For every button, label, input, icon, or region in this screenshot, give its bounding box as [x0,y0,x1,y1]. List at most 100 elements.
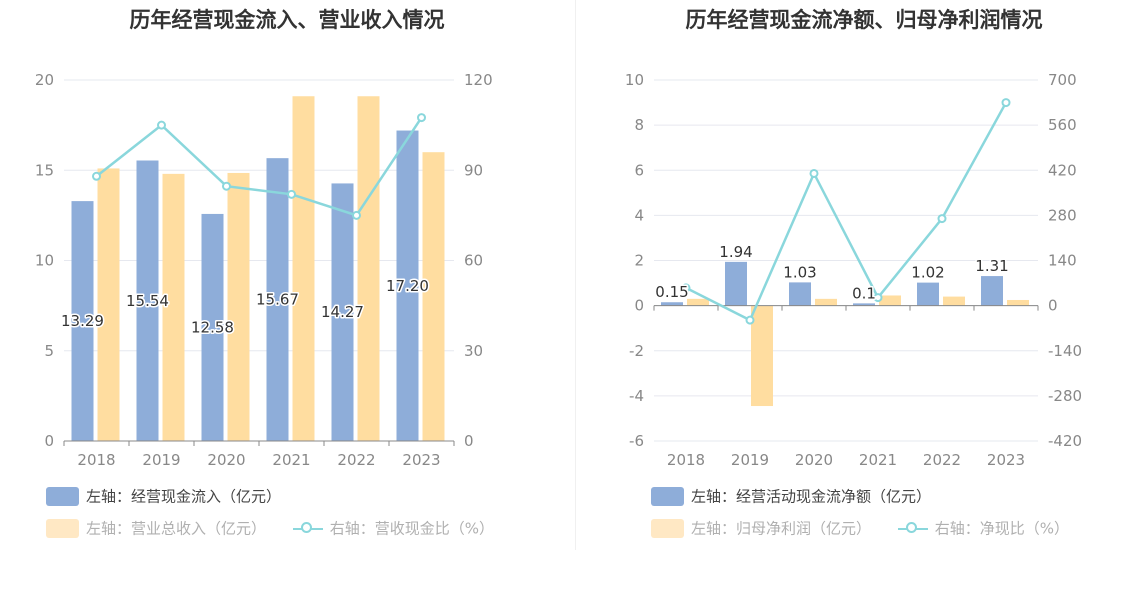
data-label: 1.03 [783,263,816,281]
bar-orange [687,298,709,306]
legend-label: 右轴：营收现金比（%） [329,519,495,538]
line-point [92,171,101,181]
data-label: 15.54 [126,292,169,310]
bar-blue [71,201,94,441]
legend-label: 右轴：净现比（%） [934,519,1070,538]
chart-panel-right: 历年经营现金流净额、归母净利润情况 -6 -4 -2 0 2 4 6 8 10 -420 -280-… [577,0,1148,550]
x-tick-label: 2020 [795,451,833,469]
line-point [1001,98,1011,108]
bar-blue [201,213,224,441]
x-tick-label: 2021 [272,451,310,469]
y-left-tick-label: -6 [629,432,644,450]
y-left-tick-label: 10 [35,252,54,270]
bar-blue [266,158,289,441]
line-point [937,214,947,224]
y-right-tick-label: 0 [1048,297,1058,315]
line-point [745,315,755,325]
x-tick-label: 2021 [859,451,897,469]
x-tick-label: 2023 [987,451,1025,469]
legend-label: 左轴：归母净利润（亿元） [691,519,872,538]
bar-orange [292,96,315,442]
legend-label: 左轴：营业总收入（亿元） [86,519,267,538]
panel-divider [575,0,576,550]
y-right-tick-label: 60 [464,252,483,270]
x-tick-label: 2023 [402,451,440,469]
line-point [352,210,361,220]
legend-item-net-profit[interactable]: 左轴：归母净利润（亿元） [651,518,871,539]
legend-item-net-cash-flow[interactable]: 左轴：经营活动现金流净额（亿元） [651,486,931,507]
bar-blue [661,302,683,306]
y-left-tick-label: 15 [35,161,54,179]
chart-title-right: 历年经营现金流净额、归母净利润情况 [685,8,1043,32]
chart-plot-right: -6 -4 -2 0 2 4 6 8 10 -420 -280 -140 0 140 280 420 560 70… [625,71,1082,469]
bar-orange [879,295,901,306]
bar-orange [422,152,445,441]
bar-orange [357,96,380,442]
bar-orange [227,172,250,441]
legend-swatch-orange [46,519,79,539]
y-left-tick-label: 6 [634,161,644,179]
data-label: 0.15 [655,283,688,301]
legend-label: 左轴：经营现金流入（亿元） [86,487,282,506]
bar-orange [943,296,965,306]
y-right-tick-label: 700 [1048,71,1077,89]
bar-blue [396,130,419,442]
legend-line-marker-icon [897,519,928,538]
y-right-tick-label: 560 [1048,116,1077,134]
legend-item-cash-inflow[interactable]: 左轴：经营现金流入（亿元） [46,486,281,507]
y-right-tick-label: -420 [1048,432,1082,450]
legend-line-marker-icon [292,519,323,538]
series-line [95,116,423,217]
data-label: 17.20 [386,277,429,295]
bar-orange [751,305,773,407]
x-tick-label: 2022 [337,451,375,469]
x-tick-label: 2019 [731,451,769,469]
y-right-tick-label: 0 [464,432,474,450]
y-right-tick-label: 30 [464,342,483,360]
legend-swatch-orange [651,519,684,539]
y-left-tick-label: -4 [629,387,644,405]
x-tick-label: 2019 [142,451,180,469]
y-right-tick-label: -280 [1048,387,1082,405]
line-point [157,120,166,130]
data-label: 0.1 [852,284,876,302]
legend-item-revenue[interactable]: 左轴：营业总收入（亿元） [46,518,266,539]
bar-blue [136,160,159,442]
line-point [873,293,883,303]
x-tick-label: 2022 [923,451,961,469]
bar-blue [725,261,747,306]
y-right-tick-label: 90 [464,161,483,179]
chart-title-left: 历年经营现金流入、营业收入情况 [129,8,445,32]
line-point [287,189,296,199]
y-left-tick-label: 20 [35,71,54,89]
data-label: 14.27 [321,303,364,321]
data-label: 1.94 [719,243,752,261]
series-line [685,101,1008,322]
data-label: 1.31 [975,257,1008,275]
y-right-tick-label: -140 [1048,342,1082,360]
x-tick-label: 2020 [207,451,245,469]
y-left-tick-label: 0 [44,432,54,450]
bar-blue [981,276,1003,306]
data-label: 1.02 [911,264,944,282]
bar-blue [331,183,354,441]
legend-swatch-blue [651,487,684,507]
line-point [681,283,691,293]
line-point [809,168,819,178]
data-label: 12.58 [191,318,234,336]
y-left-tick-label: 8 [634,116,644,134]
chart-panel-left: 历年经营现金流入、营业收入情况 0 5 10 15 20 0 30 60 90 120 2018 20… [0,0,574,550]
bar-orange [162,173,185,442]
y-left-tick-label: 5 [44,342,54,360]
legend-item-net-cash-ratio[interactable]: 右轴：净现比（%） [897,518,1070,539]
data-label: 13.29 [61,312,104,330]
bar-orange [97,168,120,441]
y-right-tick-label: 120 [464,71,493,89]
y-left-tick-label: 4 [634,206,644,224]
legend-item-ratio[interactable]: 右轴：营收现金比（%） [292,518,495,539]
y-right-tick-label: 420 [1048,161,1077,179]
data-label: 15.67 [256,291,299,309]
legend-label: 左轴：经营活动现金流净额（亿元） [691,487,932,506]
legend-swatch-blue [46,487,79,507]
y-left-tick-label: -2 [629,342,644,360]
